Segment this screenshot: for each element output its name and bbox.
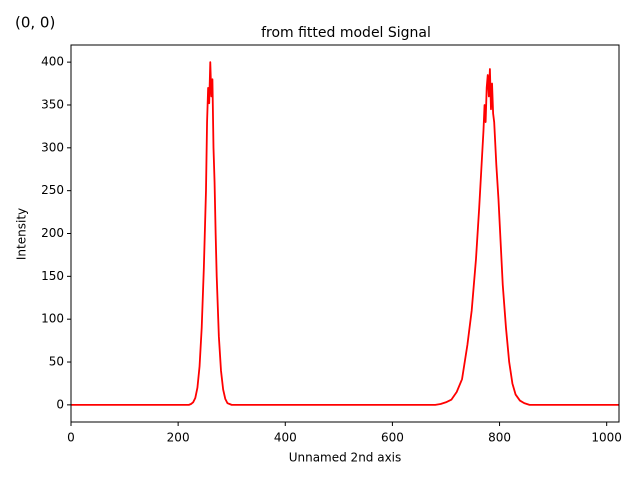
y-tick-label: 150 — [41, 269, 64, 283]
x-tick-label: 0 — [67, 431, 75, 445]
plot-frame — [70, 44, 620, 423]
y-tick-label: 200 — [41, 226, 64, 240]
x-tick-label: 400 — [274, 431, 297, 445]
y-tick-label: 250 — [41, 183, 64, 197]
y-tick-label: 50 — [49, 355, 64, 369]
chart-title: from fitted model Signal — [261, 25, 431, 41]
annotation: (0, 0) — [15, 14, 55, 32]
x-axis-label: Unnamed 2nd axis — [289, 451, 402, 465]
x-tick-label: 800 — [488, 431, 511, 445]
signal-line — [71, 61, 619, 406]
y-axis-label: Intensity — [15, 208, 29, 260]
y-tick-label: 0 — [56, 397, 64, 411]
y-tick-label: 300 — [41, 140, 64, 154]
y-tick-label: 400 — [41, 55, 64, 69]
y-tick-label: 350 — [41, 97, 64, 111]
x-tick-label: 1000 — [591, 431, 622, 445]
x-tick-label: 600 — [381, 431, 404, 445]
x-tick-label: 200 — [167, 431, 190, 445]
y-tick-label: 100 — [41, 312, 64, 326]
